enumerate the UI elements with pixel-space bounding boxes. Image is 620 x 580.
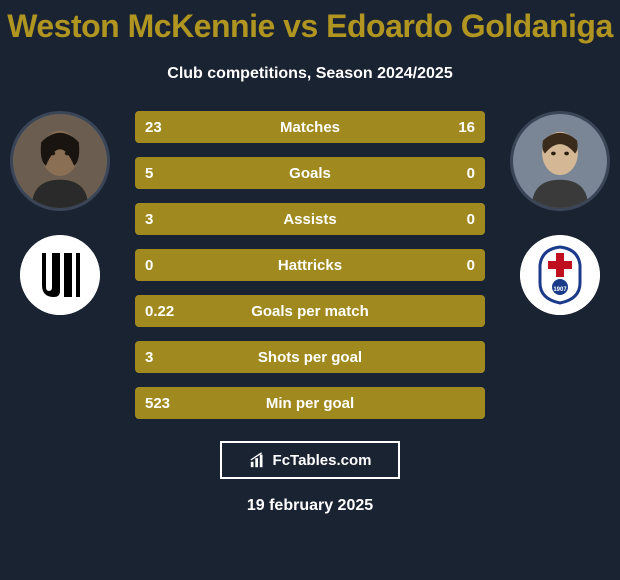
player-left-avatar: [10, 111, 110, 211]
brand-chart-icon: [249, 451, 267, 469]
stat-left-value: 0.22: [145, 303, 185, 320]
comparison-date: 19 february 2025: [0, 497, 620, 515]
stat-row: 0Hattricks0: [135, 249, 485, 281]
player-right-club-badge: 1907: [520, 235, 600, 315]
stat-left-value: 0: [145, 257, 185, 274]
stat-left-value: 5: [145, 165, 185, 182]
stat-row: 3Shots per goal: [135, 341, 485, 373]
svg-text:1907: 1907: [553, 287, 567, 293]
stat-row: 0.22Goals per match: [135, 295, 485, 327]
player-left-column: [10, 111, 110, 315]
stat-label: Goals per match: [185, 303, 435, 320]
brand-attribution: FcTables.com: [220, 441, 400, 479]
comparison-title: Weston McKennie vs Edoardo Goldaniga: [0, 0, 620, 45]
stat-label: Goals: [185, 165, 435, 182]
stat-row: 3Assists0: [135, 203, 485, 235]
stat-row: 5Goals0: [135, 157, 485, 189]
stat-left-value: 3: [145, 211, 185, 228]
stat-label: Matches: [185, 119, 435, 136]
stat-right-value: 16: [435, 119, 475, 136]
stat-left-value: 3: [145, 349, 185, 366]
stat-right-value: 0: [435, 211, 475, 228]
avatar-placeholder-icon: [13, 114, 107, 208]
avatar-placeholder-icon: [513, 114, 607, 208]
stat-label: Assists: [185, 211, 435, 228]
stat-row: 523Min per goal: [135, 387, 485, 419]
stat-label: Shots per goal: [185, 349, 435, 366]
como-badge-icon: 1907: [520, 235, 600, 315]
stat-label: Hattricks: [185, 257, 435, 274]
player-right-column: 1907: [510, 111, 610, 315]
brand-text: FcTables.com: [273, 452, 372, 469]
comparison-content: 1907 23Matches165Goals03Assists00Hattric…: [0, 111, 620, 419]
juventus-badge-icon: [20, 235, 100, 315]
stat-left-value: 23: [145, 119, 185, 136]
player-right-avatar: [510, 111, 610, 211]
stat-label: Min per goal: [185, 395, 435, 412]
stat-left-value: 523: [145, 395, 185, 412]
comparison-subtitle: Club competitions, Season 2024/2025: [0, 65, 620, 83]
stats-list: 23Matches165Goals03Assists00Hattricks00.…: [135, 111, 485, 419]
stat-right-value: 0: [435, 165, 475, 182]
stat-right-value: 0: [435, 257, 475, 274]
stat-row: 23Matches16: [135, 111, 485, 143]
player-left-club-badge: [20, 235, 100, 315]
